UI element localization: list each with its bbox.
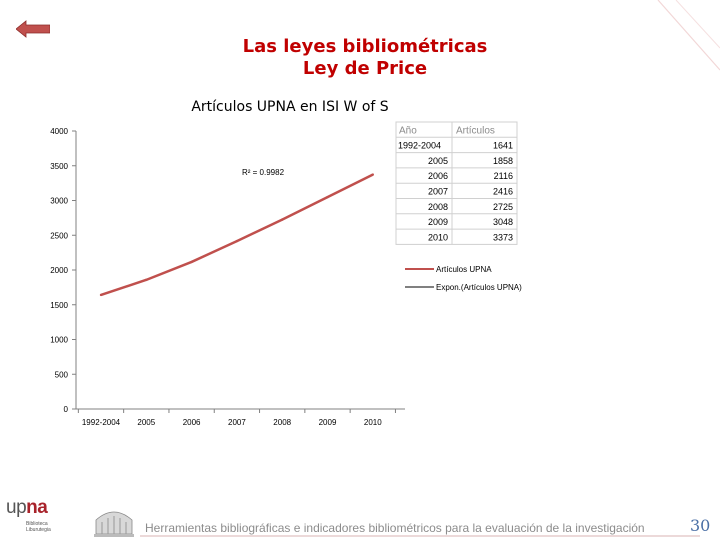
- logo-na-text: na: [26, 497, 48, 518]
- y-tick-label: 0: [64, 405, 69, 414]
- data-point: [281, 218, 284, 221]
- y-tick-label: 1500: [50, 301, 68, 310]
- y-tick-label: 1000: [50, 336, 68, 345]
- table-cell-count: 2725: [493, 202, 513, 212]
- back-arrow-icon: [16, 20, 50, 38]
- data-point: [326, 195, 329, 199]
- table-cell-count: 1858: [493, 156, 513, 166]
- logo-subtitle-line1: Biblioteca: [26, 521, 48, 527]
- y-tick-label: 3000: [50, 197, 68, 206]
- data-point: [145, 278, 148, 282]
- x-tick-label: 2005: [137, 418, 155, 427]
- table-cell-year: 2007: [428, 187, 448, 197]
- table-cell-count: 3048: [493, 217, 513, 227]
- y-tick-label: 2500: [50, 231, 68, 240]
- logo-subtitle-line2: Liburutegia: [26, 527, 51, 533]
- table-header-cell: Artículos: [456, 125, 495, 136]
- data-point: [99, 293, 103, 297]
- upna-logo: upna Biblioteca Liburutegia: [6, 498, 68, 538]
- library-building-image: [94, 511, 134, 537]
- table-cell-year: 2005: [428, 156, 448, 166]
- slide-title-line1: Las leyes bibliométricas: [242, 36, 488, 57]
- logo-wordmark: upna: [6, 497, 48, 518]
- slide-title: Las leyes bibliométricas Ley de Price: [0, 36, 720, 80]
- x-tick-label: 1992-2004: [82, 418, 121, 427]
- slide-title-line2: Ley de Price: [302, 58, 428, 79]
- y-tick-label: 3500: [50, 162, 68, 171]
- table-cell-count: 2416: [493, 187, 513, 197]
- logo-up-text: up: [6, 497, 27, 518]
- y-tick-label: 4000: [50, 127, 68, 136]
- x-tick-label: 2010: [364, 418, 382, 427]
- y-tick-label: 500: [55, 370, 69, 379]
- footer-text: Herramientas bibliográficas e indicadore…: [145, 521, 645, 535]
- table-cell-year: 2009: [428, 217, 448, 227]
- y-tick-label: 2000: [50, 266, 68, 275]
- table-cell-count: 1641: [493, 141, 513, 151]
- page-number: 30: [690, 516, 711, 535]
- x-tick-label: 2007: [228, 418, 246, 427]
- back-arrow-button[interactable]: [16, 20, 50, 38]
- legend-label-series: Artículos UPNA: [436, 265, 492, 274]
- table-cell-year: 2006: [428, 171, 448, 181]
- table-cell-count: 2116: [494, 171, 513, 181]
- chart-title: Artículos UPNA en ISI W of S: [191, 99, 388, 115]
- data-point: [371, 173, 374, 176]
- table-cell-year: 1992-2004: [398, 141, 441, 151]
- series-line-articulos-upna: [100, 173, 374, 297]
- r-squared-label: R² = 0.9982: [242, 168, 285, 177]
- data-point: [190, 260, 193, 264]
- data-point: [235, 239, 239, 243]
- x-tick-label: 2006: [183, 418, 201, 427]
- table-header-cell: Año: [399, 125, 417, 136]
- table-cell-year: 2008: [428, 202, 448, 212]
- table-cell-year: 2010: [428, 232, 448, 242]
- logo-subtitle: Biblioteca Liburutegia: [26, 521, 56, 533]
- x-tick-label: 2008: [273, 418, 291, 427]
- table-cell-count: 3373: [493, 232, 513, 242]
- legend-label-trendline: Expon.(Artículos UPNA): [436, 283, 522, 292]
- x-tick-label: 2009: [319, 418, 337, 427]
